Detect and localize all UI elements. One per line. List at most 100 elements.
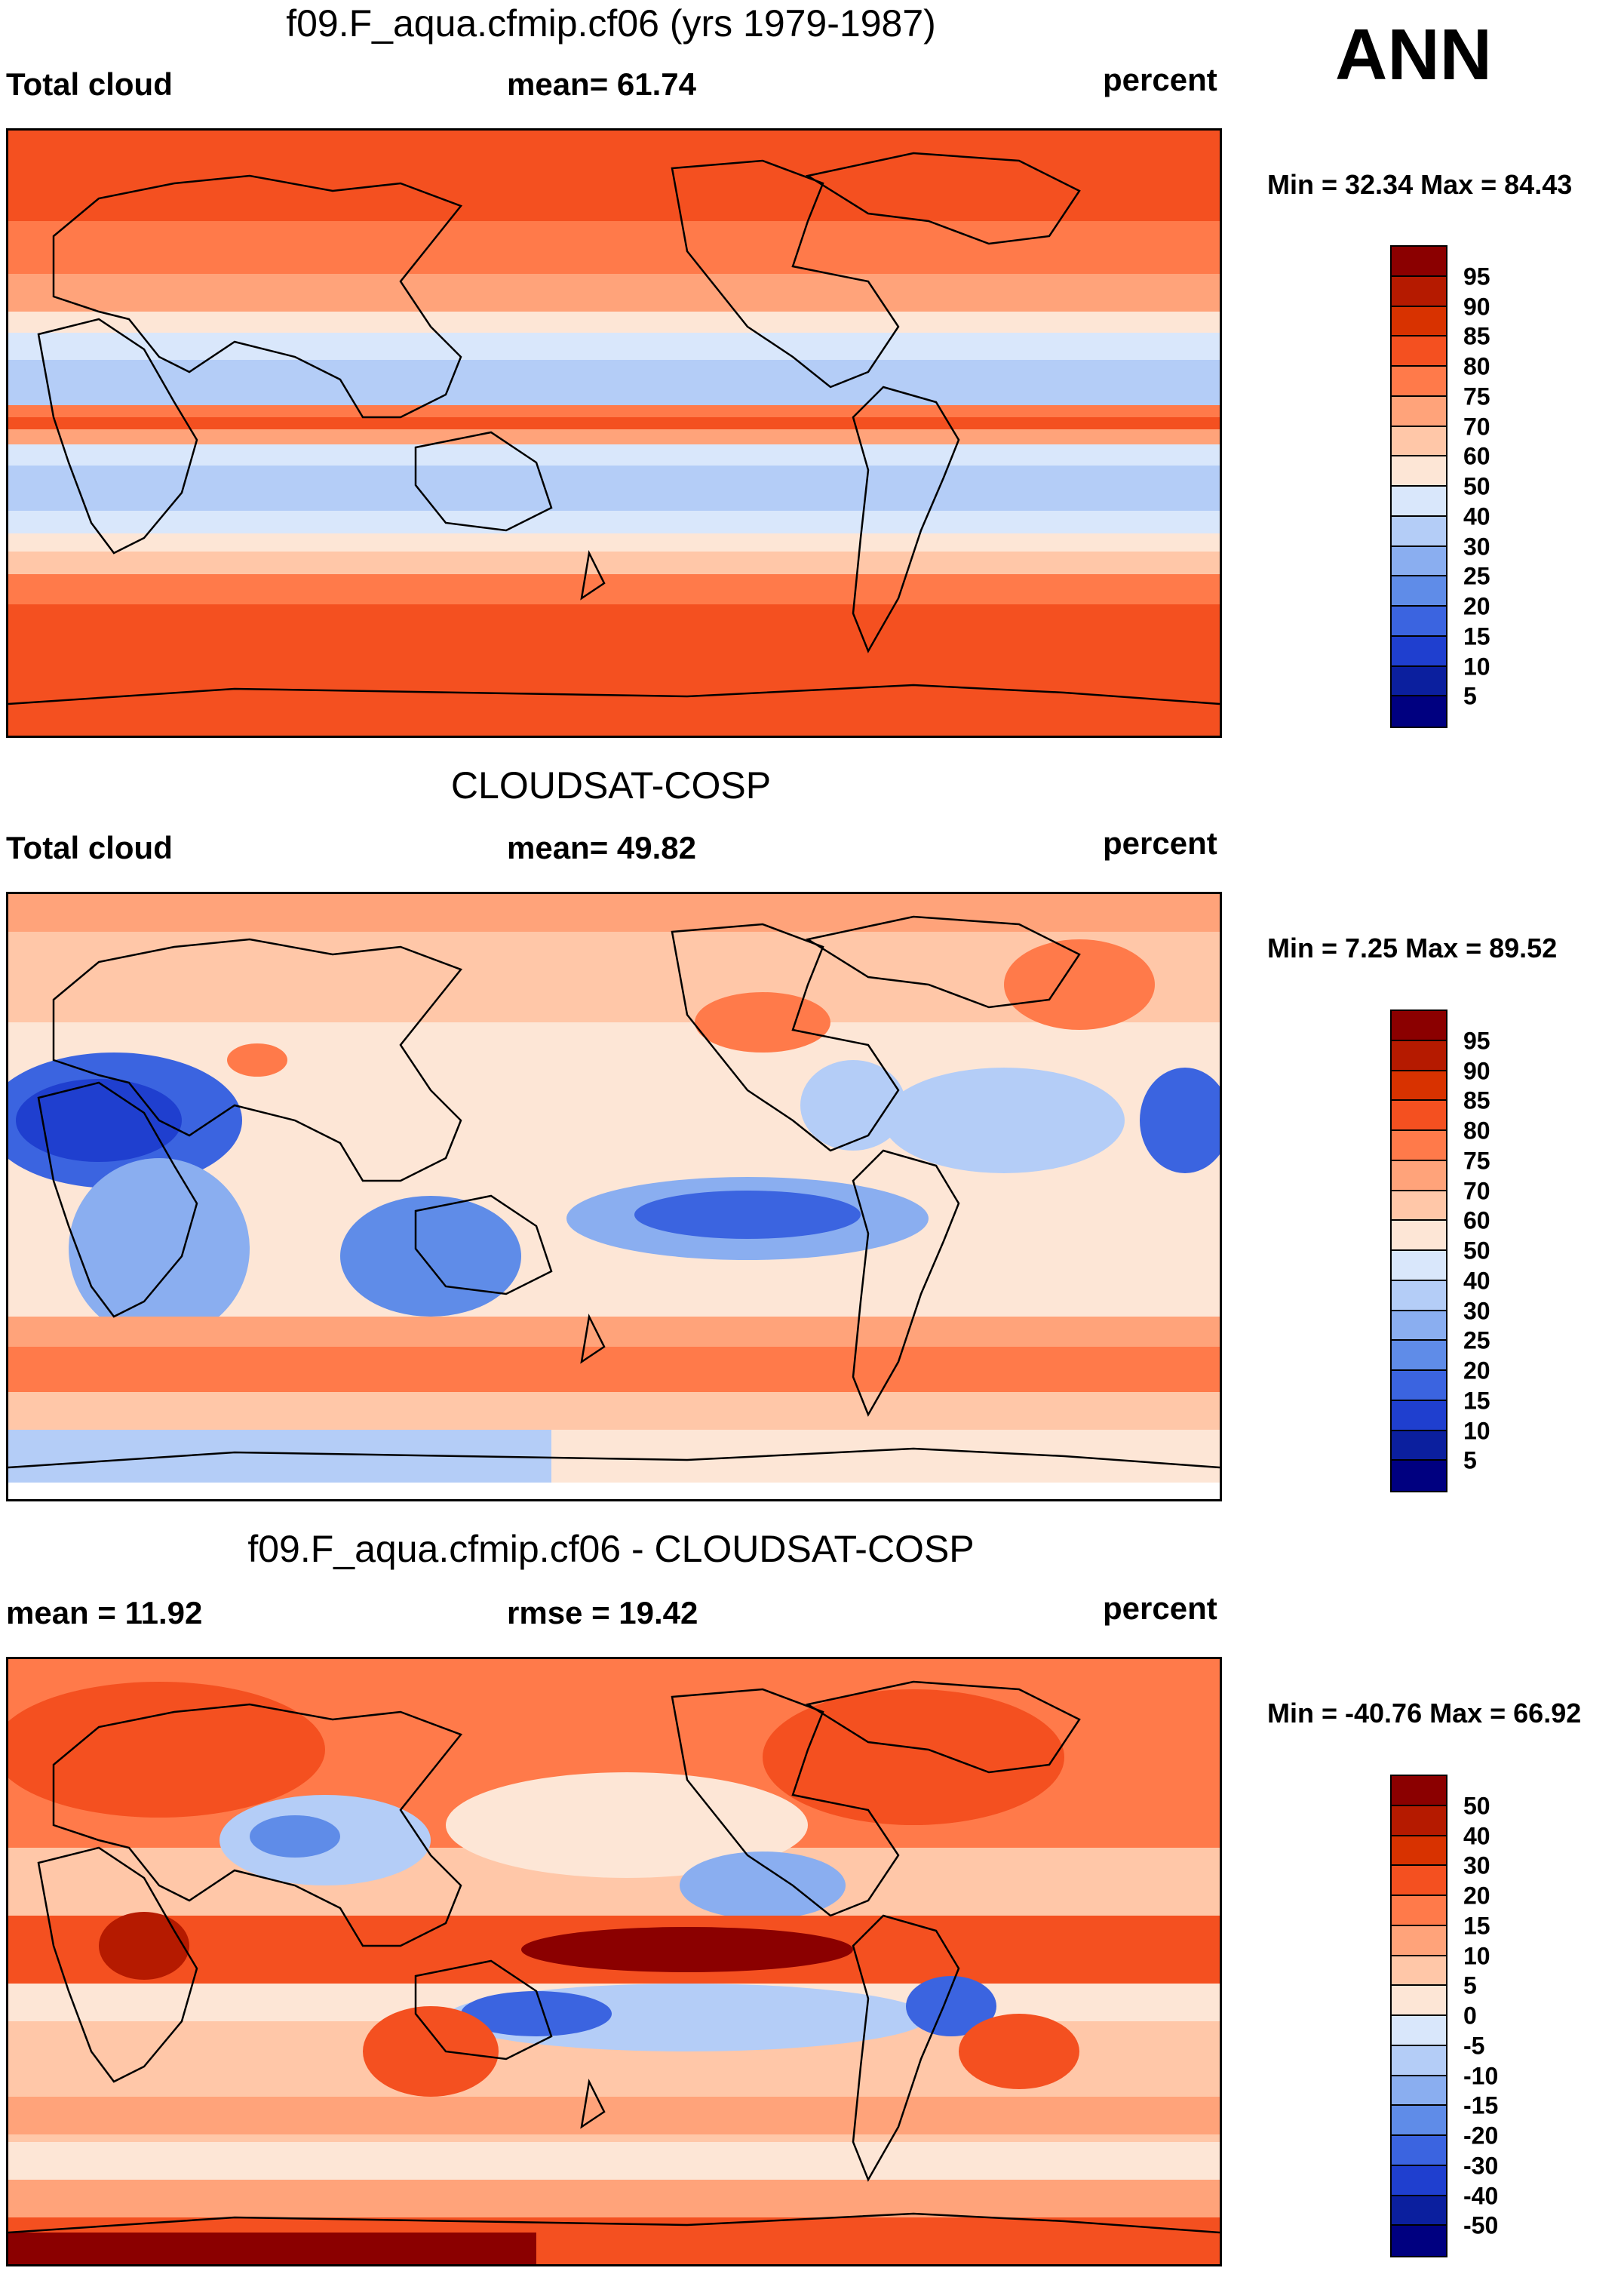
panel-1-colorbar-swatch — [1392, 367, 1446, 397]
panel-3-colorbar-swatch — [1392, 2076, 1446, 2107]
season-label: ANN — [1335, 14, 1492, 95]
panel-1-colorbar-label: 15 — [1463, 622, 1490, 650]
panel-2-minmax: Min = 7.25 Max = 89.52 — [1267, 933, 1558, 963]
panel-1-colorbar-swatch — [1392, 456, 1446, 487]
panel-2-units: percent — [1103, 825, 1217, 861]
panel-2-colorbar-label: 5 — [1463, 1446, 1477, 1474]
panel-2-colorbar-swatch — [1392, 1341, 1446, 1371]
panel-1-colorbar-label: 40 — [1463, 502, 1490, 530]
panel-1-colorbar-swatch — [1392, 607, 1446, 637]
panel-2-colorbar-swatch — [1392, 1071, 1446, 1102]
panel-2-field — [8, 894, 1220, 1499]
panel-2-coastlines — [8, 915, 1220, 1469]
panel-1-coastlines — [8, 152, 1220, 705]
panel-1-colorbar-swatch — [1392, 306, 1446, 337]
panel-3-colorbar-label: 10 — [1463, 1942, 1490, 1969]
panel-2-colorbar-label: 30 — [1463, 1297, 1490, 1324]
panel-2-colorbar-swatch — [1392, 1131, 1446, 1161]
panel-3-coastlines — [8, 1680, 1220, 2234]
panel-2-left-label: Total cloud — [6, 830, 173, 865]
panel-3-colorbar-label: 30 — [1463, 1852, 1490, 1879]
panel-3-map — [6, 1657, 1222, 2266]
panel-1-colorbar-label: 5 — [1463, 682, 1477, 710]
panel-1-colorbar-swatch — [1392, 546, 1446, 577]
panel-1-colorbar — [1390, 245, 1447, 728]
panel-1-colorbar-swatch — [1392, 247, 1446, 277]
panel-3-colorbar-label: -10 — [1463, 2062, 1499, 2089]
panel-2-colorbar-swatch — [1392, 1191, 1446, 1222]
panel-1-colorbar-label: 10 — [1463, 653, 1490, 680]
panel-1-colorbar-swatch — [1392, 636, 1446, 667]
panel-3-colorbar-label: 50 — [1463, 1792, 1490, 1820]
panel-2-colorbar-swatch — [1392, 1431, 1446, 1461]
panel-2-title: CLOUDSAT-COSP — [450, 764, 772, 807]
panel-1-colorbar-swatch — [1392, 396, 1446, 427]
panel-3-colorbar-label: -15 — [1463, 2091, 1499, 2119]
panel-2-colorbar — [1390, 1010, 1447, 1492]
panel-3-colorbar-swatch — [1392, 1986, 1446, 2016]
panel-1-colorbar-swatch — [1392, 487, 1446, 517]
panel-3-minmax: Min = -40.76 Max = 66.92 — [1267, 1698, 1582, 1729]
panel-1-colorbar-label: 80 — [1463, 352, 1490, 380]
panel-1-title: f09.F_aqua.cfmip.cf06 (yrs 1979-1987) — [286, 2, 936, 45]
panel-3-colorbar-swatch — [1392, 1866, 1446, 1896]
panel-1-colorbar-swatch — [1392, 276, 1446, 307]
panel-2-colorbar-label: 80 — [1463, 1117, 1490, 1145]
panel-3-colorbar-label: -50 — [1463, 2211, 1499, 2239]
panel-2-colorbar-label: 95 — [1463, 1027, 1490, 1055]
panel-3-colorbar-swatch — [1392, 2196, 1446, 2226]
panel-3-colorbar-label: 40 — [1463, 1822, 1490, 1849]
panel-2-colorbar-label: 50 — [1463, 1237, 1490, 1265]
panel-2-colorbar-label: 70 — [1463, 1177, 1490, 1204]
panel-3-colorbar-label: 5 — [1463, 1971, 1477, 1999]
panel-2-colorbar-swatch — [1392, 1280, 1446, 1311]
panel-3-colorbar-label: -30 — [1463, 2152, 1499, 2180]
panel-1-colorbar-swatch — [1392, 696, 1446, 727]
panel-2-colorbar-swatch — [1392, 1160, 1446, 1191]
panel-3-colorbar-label: -20 — [1463, 2122, 1499, 2150]
panel-1-units: percent — [1103, 62, 1217, 97]
panel-3-colorbar-label: -5 — [1463, 2032, 1485, 2060]
panel-3-colorbar-label: -40 — [1463, 2182, 1499, 2209]
panel-1-field — [8, 131, 1220, 736]
panel-3-colorbar — [1390, 1775, 1447, 2257]
panel-3-colorbar-swatch — [1392, 2016, 1446, 2046]
panel-2-map — [6, 892, 1222, 1501]
panel-3-colorbar-swatch — [1392, 1836, 1446, 1867]
panel-2-colorbar-swatch — [1392, 1221, 1446, 1251]
panel-1-colorbar-label: 95 — [1463, 263, 1490, 290]
panel-1-map — [6, 128, 1222, 738]
panel-2-colorbar-swatch — [1392, 1461, 1446, 1491]
panel-1-colorbar-label: 60 — [1463, 442, 1490, 470]
panel-1-colorbar-swatch — [1392, 516, 1446, 547]
panel-2-colorbar-label: 25 — [1463, 1326, 1490, 1354]
panel-2-colorbar-label: 85 — [1463, 1086, 1490, 1114]
panel-3-colorbar-label: 15 — [1463, 1912, 1490, 1940]
panel-2-colorbar-swatch — [1392, 1371, 1446, 1401]
panel-1-colorbar-label: 25 — [1463, 562, 1490, 590]
panel-3-colorbar-swatch — [1392, 1805, 1446, 1836]
panel-1-colorbar-label: 85 — [1463, 322, 1490, 350]
panel-3-mean: mean = 11.92 — [6, 1595, 203, 1630]
panel-3-colorbar-swatch — [1392, 1776, 1446, 1806]
panel-3-colorbar-label: 20 — [1463, 1882, 1490, 1910]
panel-1-colorbar-swatch — [1392, 426, 1446, 457]
panel-2-colorbar-swatch — [1392, 1251, 1446, 1281]
panel-3-units: percent — [1103, 1590, 1217, 1626]
panel-3-colorbar-label: 0 — [1463, 2002, 1477, 2030]
panel-3-title: f09.F_aqua.cfmip.cf06 - CLOUDSAT-COSP — [247, 1528, 975, 1570]
panel-2-colorbar-label: 60 — [1463, 1206, 1490, 1234]
panel-1-colorbar-swatch — [1392, 576, 1446, 607]
panel-3-colorbar-swatch — [1392, 2106, 1446, 2136]
panel-1-mean: mean= 61.74 — [507, 66, 697, 102]
panel-3-rmse: rmse = 19.42 — [507, 1595, 698, 1630]
panel-1-colorbar-label: 20 — [1463, 592, 1490, 620]
panel-2-colorbar-label: 10 — [1463, 1417, 1490, 1444]
panel-1-colorbar-label: 30 — [1463, 533, 1490, 560]
panel-3-colorbar-swatch — [1392, 1925, 1446, 1956]
panel-2-colorbar-swatch — [1392, 1101, 1446, 1131]
panel-2-colorbar-swatch — [1392, 1311, 1446, 1341]
panel-3-colorbar-swatch — [1392, 2226, 1446, 2256]
panel-1-colorbar-swatch — [1392, 666, 1446, 697]
panel-2-colorbar-label: 40 — [1463, 1267, 1490, 1295]
